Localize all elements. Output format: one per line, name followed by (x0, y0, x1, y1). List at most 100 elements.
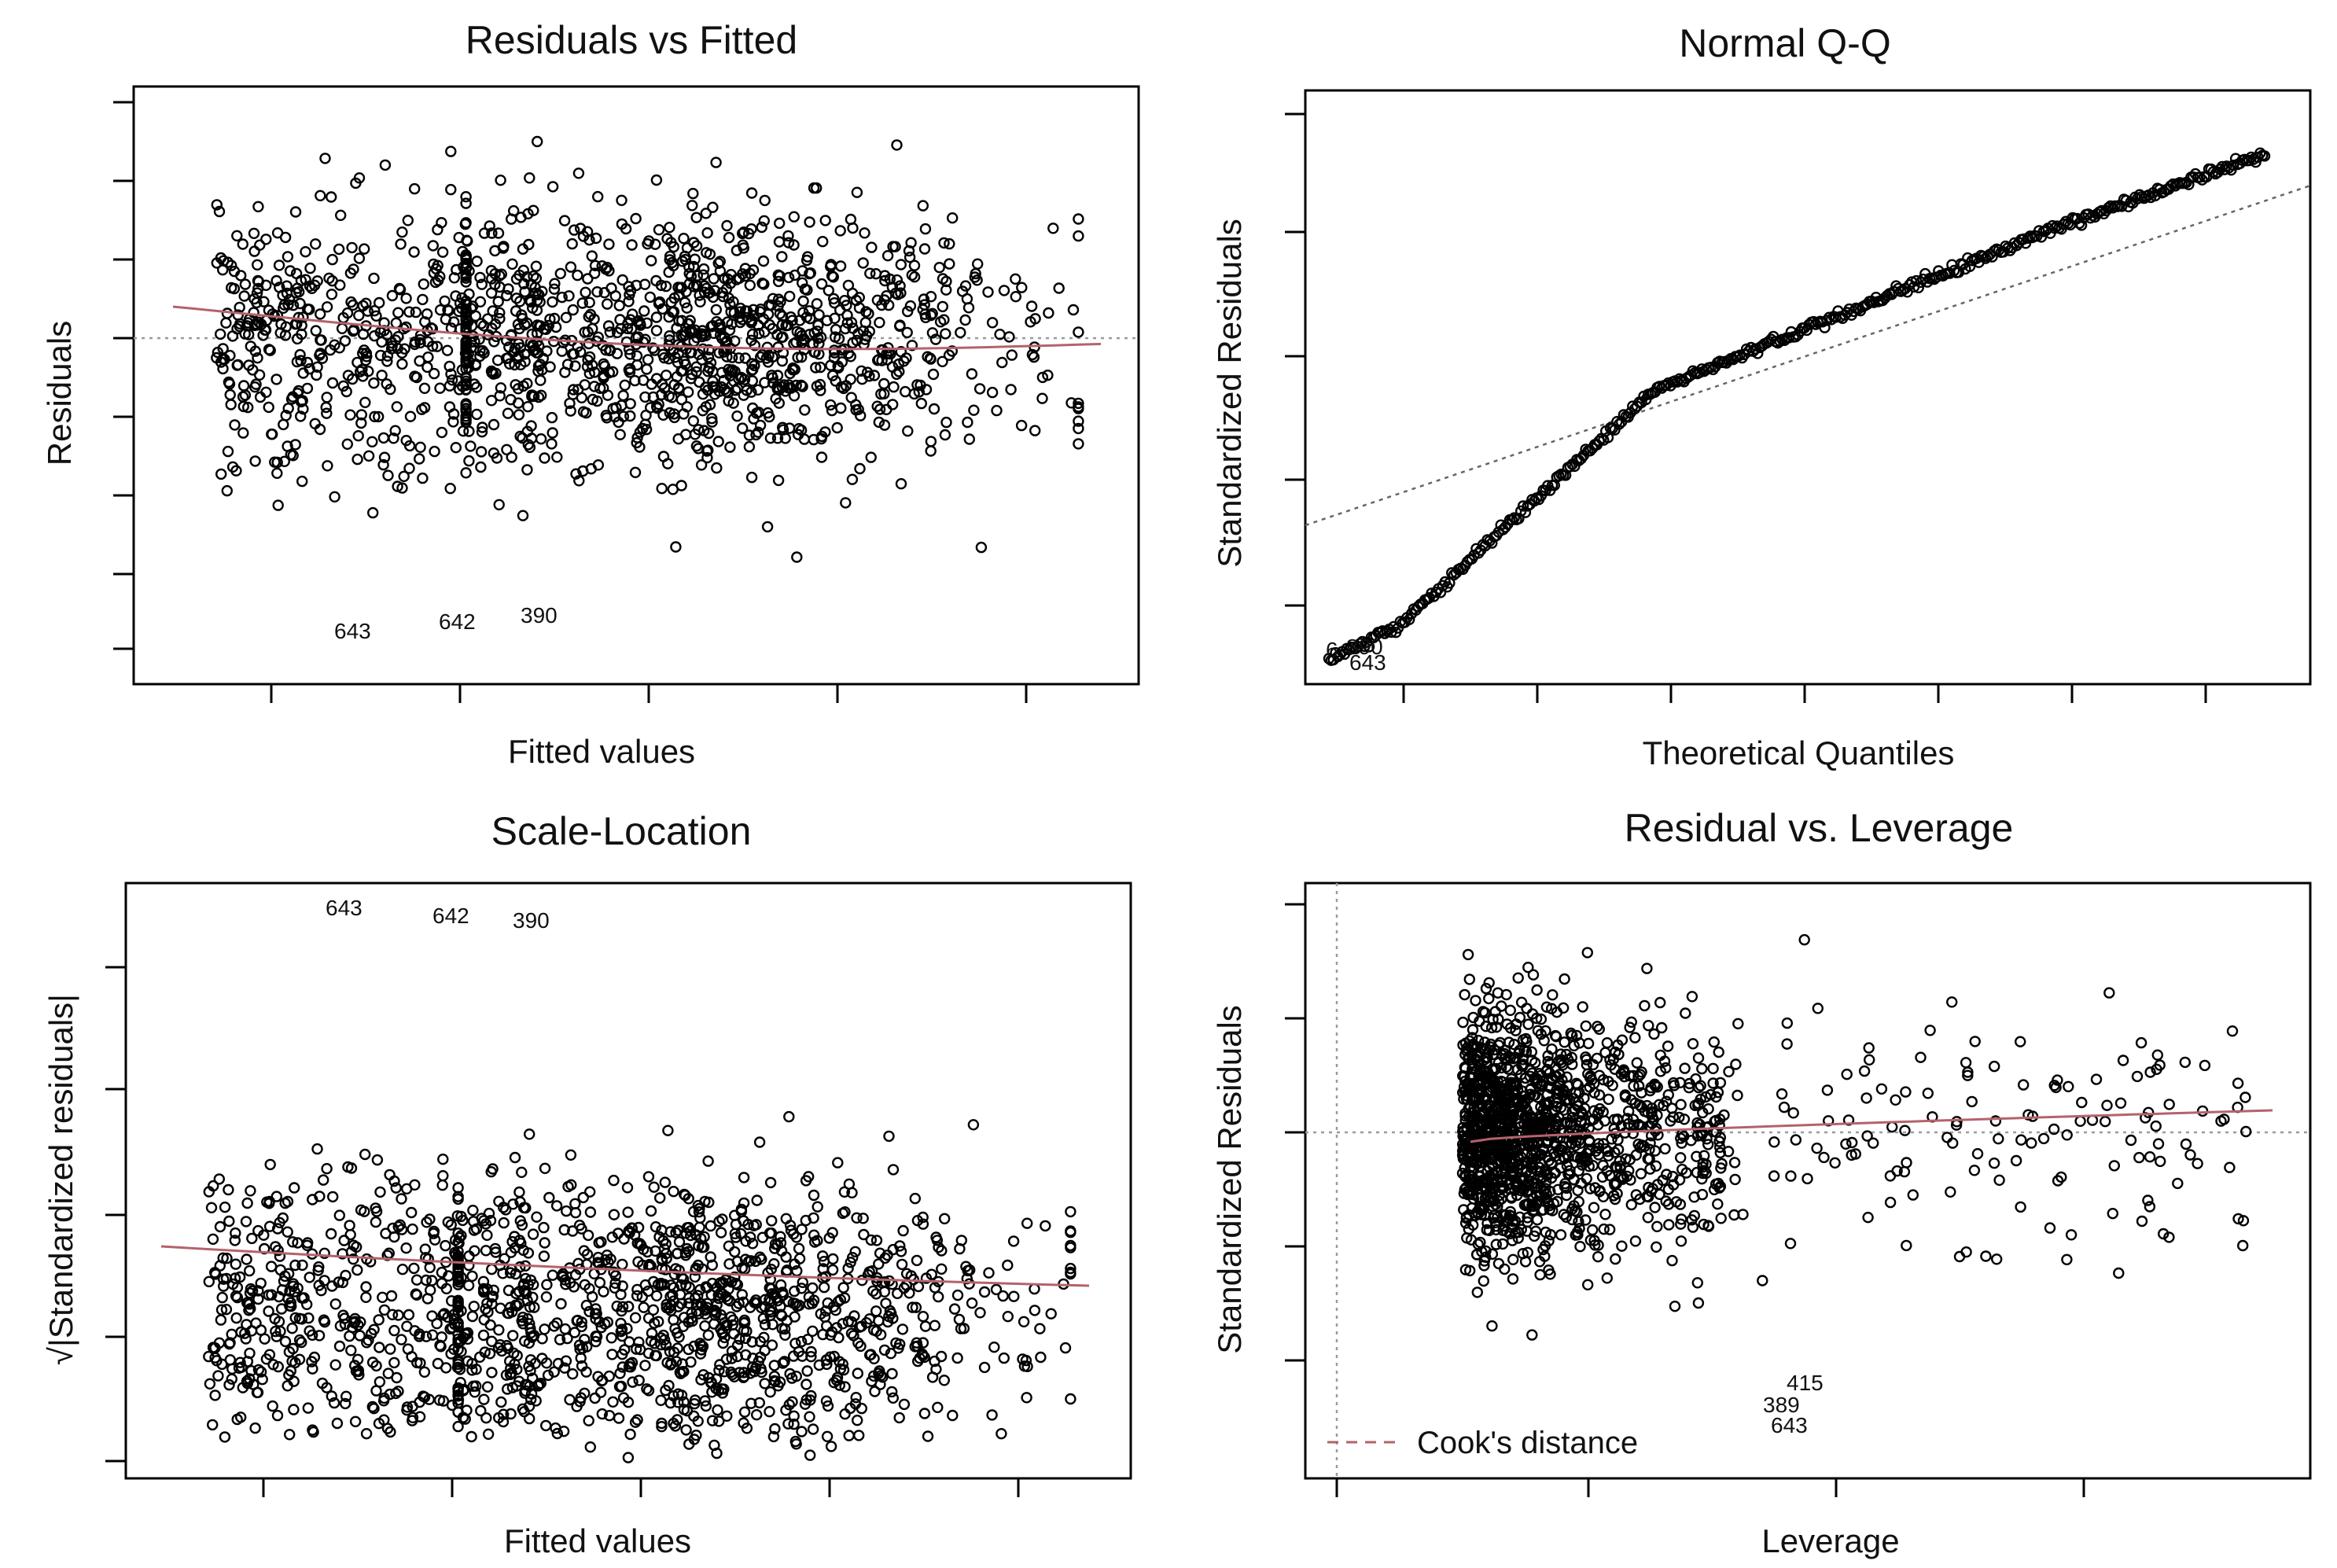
data-point (743, 429, 756, 441)
data-point (1016, 282, 1028, 293)
data-point (591, 286, 603, 298)
data-point (462, 1279, 475, 1291)
data-point (1901, 1239, 1912, 1252)
data-point (754, 419, 767, 432)
data-point (450, 290, 462, 302)
data-point (326, 191, 337, 203)
data-point (845, 351, 857, 363)
data-point (562, 1180, 574, 1193)
data-point (528, 344, 539, 357)
data-point (857, 257, 869, 269)
data-point (967, 1119, 980, 1131)
data-point (589, 259, 602, 271)
data-point (248, 293, 260, 305)
data-point (932, 1401, 944, 1414)
data-point (521, 377, 533, 389)
data-point (761, 521, 774, 533)
data-point (601, 412, 613, 424)
data-point (371, 1154, 384, 1166)
data-point (909, 1192, 922, 1205)
data-point (887, 1392, 900, 1404)
data-point (827, 271, 840, 283)
data-point (762, 356, 775, 368)
data-point (598, 287, 610, 299)
data-point (555, 1297, 567, 1310)
data-point (634, 441, 646, 453)
data-point (1559, 973, 1570, 985)
data-point (461, 350, 473, 362)
data-point (698, 286, 711, 298)
data-point (417, 293, 429, 306)
data-point (1692, 1297, 1705, 1309)
data-point (398, 470, 410, 482)
data-point (460, 257, 472, 270)
data-point (481, 1381, 494, 1393)
data-point (318, 1174, 329, 1186)
data-point (220, 317, 232, 329)
point-label-643: 643 (334, 619, 371, 643)
data-point (429, 276, 442, 289)
data-point (711, 462, 723, 474)
data-point (347, 325, 359, 337)
data-point (701, 445, 713, 457)
data-point (925, 309, 937, 322)
data-point (1601, 1036, 1614, 1049)
data-point (470, 381, 483, 393)
data-point (800, 1378, 812, 1390)
data-point (1592, 1250, 1604, 1263)
panel-residuals-vs-fitted: Residuals vs Fitted 643 642 390 Fitted v… (41, 18, 1140, 770)
data-point (2044, 1222, 2056, 1234)
data-point (2015, 1134, 2027, 1146)
data-point (737, 227, 749, 240)
data-point (476, 426, 488, 438)
data-point (560, 311, 572, 323)
data-point (2226, 1025, 2239, 1037)
data-point (835, 402, 847, 414)
data-point (1021, 1217, 1033, 1229)
data-point (1526, 1329, 1538, 1341)
data-point (301, 356, 314, 369)
data-point (420, 1274, 432, 1286)
data-point (1525, 1064, 1537, 1077)
data-point (481, 1229, 493, 1242)
data-point (2125, 1134, 2137, 1147)
data-point (853, 302, 866, 314)
data-point (937, 355, 948, 367)
data-point (337, 380, 349, 392)
data-point (1034, 1323, 1046, 1334)
data-point (2131, 1070, 2144, 1083)
data-point (1043, 307, 1054, 319)
data-point (363, 450, 375, 462)
data-point (714, 265, 727, 277)
data-point (540, 1291, 553, 1303)
data-point (295, 410, 307, 422)
data-point (353, 310, 365, 322)
data-point (352, 430, 364, 442)
data-point (689, 253, 701, 265)
data-point (395, 238, 407, 250)
data-point (727, 1327, 740, 1340)
qq-reference-line (1305, 184, 2311, 527)
data-point (322, 460, 333, 472)
data-point (774, 307, 786, 319)
data-point (821, 1430, 834, 1443)
data-point (739, 352, 751, 364)
data-point (263, 1305, 274, 1317)
data-point (680, 1424, 692, 1436)
data-point (556, 345, 568, 357)
data-point (264, 344, 276, 356)
data-point (1577, 1001, 1588, 1013)
data-point (624, 348, 636, 360)
data-point (495, 382, 507, 394)
data-point (723, 231, 735, 244)
data-point (513, 1186, 525, 1198)
data-point (622, 1452, 635, 1463)
data-point (502, 283, 514, 295)
data-point (248, 227, 260, 239)
data-point (751, 1408, 763, 1421)
data-point (409, 338, 421, 351)
data-point (659, 1176, 671, 1188)
data-point (1675, 1235, 1687, 1247)
data-point (1599, 1209, 1611, 1220)
data-point (834, 225, 846, 237)
